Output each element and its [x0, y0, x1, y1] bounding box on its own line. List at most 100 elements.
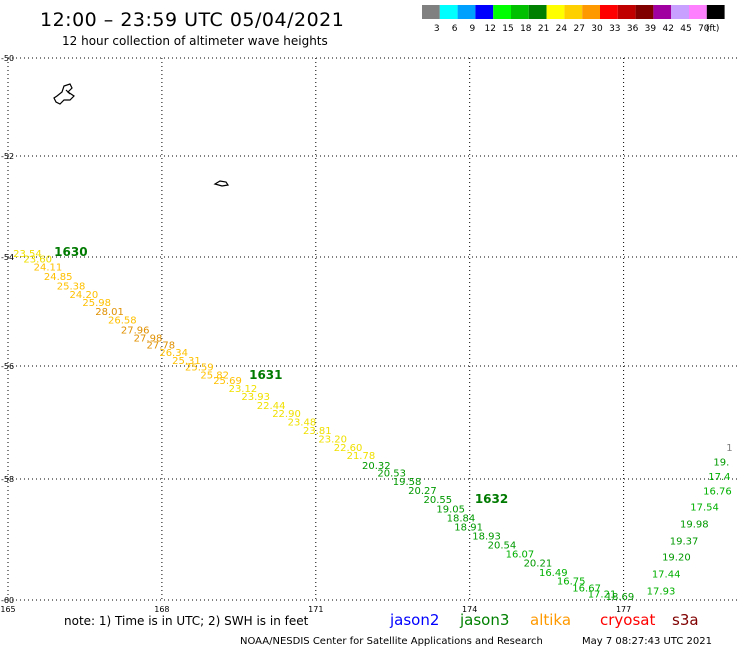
- pass-label: 1630: [54, 245, 87, 259]
- legend-label: 12: [484, 24, 495, 34]
- legend-swatch: [422, 5, 440, 19]
- satellite-label: jason2: [389, 611, 439, 629]
- x-tick-label: 177: [616, 605, 631, 614]
- y-tick-label: -52: [1, 152, 14, 161]
- legend-label: 70: [698, 24, 710, 34]
- legend-swatch: [439, 5, 458, 19]
- legend-swatch: [582, 5, 600, 19]
- legend-swatch: [653, 5, 672, 19]
- x-tick-label: 168: [154, 605, 169, 614]
- timestamp-text: May 7 08:27:43 UTC 2021: [582, 636, 712, 647]
- swh-points: 23.5423.6024.1124.8525.3824.2025.9828.01…: [13, 249, 732, 603]
- swh-value: 22.60: [334, 443, 363, 454]
- satellite-label: s3a: [672, 611, 699, 629]
- pass-label: 1631: [249, 368, 282, 382]
- legend-label: 39: [645, 24, 657, 34]
- legend-label: 18: [520, 24, 532, 34]
- y-tick-label: -58: [1, 475, 14, 484]
- legend-label: 45: [680, 24, 691, 34]
- swh-value: 16.76: [703, 487, 732, 498]
- y-tick-label: -56: [1, 362, 14, 371]
- legend-label: 15: [502, 24, 513, 34]
- swh-value: 18.84: [447, 513, 476, 524]
- swh-value: 20.53: [377, 469, 406, 480]
- swh-value: 23.48: [288, 417, 317, 428]
- legend-swatch: [564, 5, 583, 19]
- swh-value: 25.98: [82, 298, 111, 309]
- swh-value: 24.85: [44, 272, 73, 283]
- legend-label: 30: [591, 24, 603, 34]
- swh-value: 23.60: [23, 254, 52, 265]
- swh-value: 25.38: [57, 282, 86, 293]
- pass-label: 1632: [475, 492, 508, 506]
- swh-value: 19.05: [436, 504, 465, 515]
- island-icon: [53, 83, 75, 105]
- legend-swatch: [511, 5, 529, 19]
- swh-value: 19.20: [662, 553, 691, 564]
- legend-label: 27: [573, 24, 584, 34]
- swh-value: 24.11: [34, 263, 63, 274]
- satellite-label: cryosat: [600, 611, 655, 629]
- swh-value: 17.54: [690, 502, 719, 513]
- legend-swatch: [617, 5, 636, 19]
- swh-value: 27.98: [134, 333, 163, 344]
- legend-label: 33: [609, 24, 620, 34]
- swh-value: 26.58: [108, 315, 137, 326]
- footer-note: note: 1) Time is in UTC; 2) SWH is in fe…: [64, 614, 309, 628]
- legend-swatch: [689, 5, 707, 19]
- satellite-label: altika: [530, 611, 571, 629]
- swh-value: 25.82: [200, 370, 229, 381]
- swh-value: 25.31: [172, 356, 201, 367]
- legend-swatch: [493, 5, 511, 19]
- swh-value: 23.54: [13, 249, 42, 260]
- swh-value: 19.98: [680, 519, 709, 530]
- swh-value: 25.59: [185, 363, 214, 374]
- swh-value: 23.12: [229, 384, 258, 395]
- legend-label: 36: [627, 24, 639, 34]
- legend-swatch: [528, 5, 547, 19]
- legend-label: 3: [434, 24, 440, 34]
- lat-lon-grid: [7, 57, 740, 601]
- swh-value: 19.58: [393, 477, 422, 488]
- legend-label: 9: [470, 24, 476, 34]
- swh-value: 18.91: [454, 522, 483, 533]
- swh-value: 24.20: [70, 290, 99, 301]
- x-tick-label: 174: [462, 605, 477, 614]
- swh-value: 18.93: [472, 532, 501, 543]
- swh-value: 27.96: [121, 325, 150, 336]
- swh-value: 23.20: [318, 434, 347, 445]
- satellite-label: jason3: [459, 611, 509, 629]
- swh-value: 22.90: [272, 409, 301, 420]
- swh-value: 25.69: [213, 376, 242, 387]
- credit-text: NOAA/NESDIS Center for Satellite Applica…: [240, 636, 543, 647]
- page-subtitle: 12 hour collection of altimeter wave hei…: [62, 34, 328, 48]
- legend-swatch: [706, 5, 725, 19]
- swh-value: 20.21: [524, 559, 553, 570]
- swh-value: 17.4: [708, 472, 730, 483]
- legend-swatch: [546, 5, 565, 19]
- swh-value: 1: [726, 443, 732, 454]
- swh-value: 28.01: [95, 307, 124, 318]
- page-title: 12:00 – 23:59 UTC 05/04/2021: [40, 9, 344, 31]
- color-legend: 3 6 9 12 15 18 21 24 27 30 33 36 39 42 45 70(ft): [422, 5, 725, 34]
- swh-value: 20.54: [488, 541, 517, 552]
- y-tick-label: -60: [1, 596, 14, 605]
- swh-value: 27.78: [147, 341, 176, 352]
- swh-value: 26.34: [159, 348, 188, 359]
- swh-value: 20.32: [362, 461, 391, 472]
- swh-value: 16.07: [506, 550, 535, 561]
- legend-label: 21: [538, 24, 549, 34]
- swh-value: 23.93: [241, 392, 270, 403]
- legend-swatch: [475, 5, 494, 19]
- swh-value: 16.49: [539, 568, 568, 579]
- swh-value: 21.78: [347, 451, 376, 462]
- swh-value: 17.44: [652, 570, 681, 581]
- small-island-icon: [213, 180, 230, 187]
- legend-label: 24: [556, 24, 568, 34]
- swh-value: 22.44: [257, 401, 286, 412]
- swh-value: 23.81: [303, 426, 332, 437]
- y-tick-label: -54: [1, 253, 14, 262]
- y-tick-label: -50: [1, 54, 14, 63]
